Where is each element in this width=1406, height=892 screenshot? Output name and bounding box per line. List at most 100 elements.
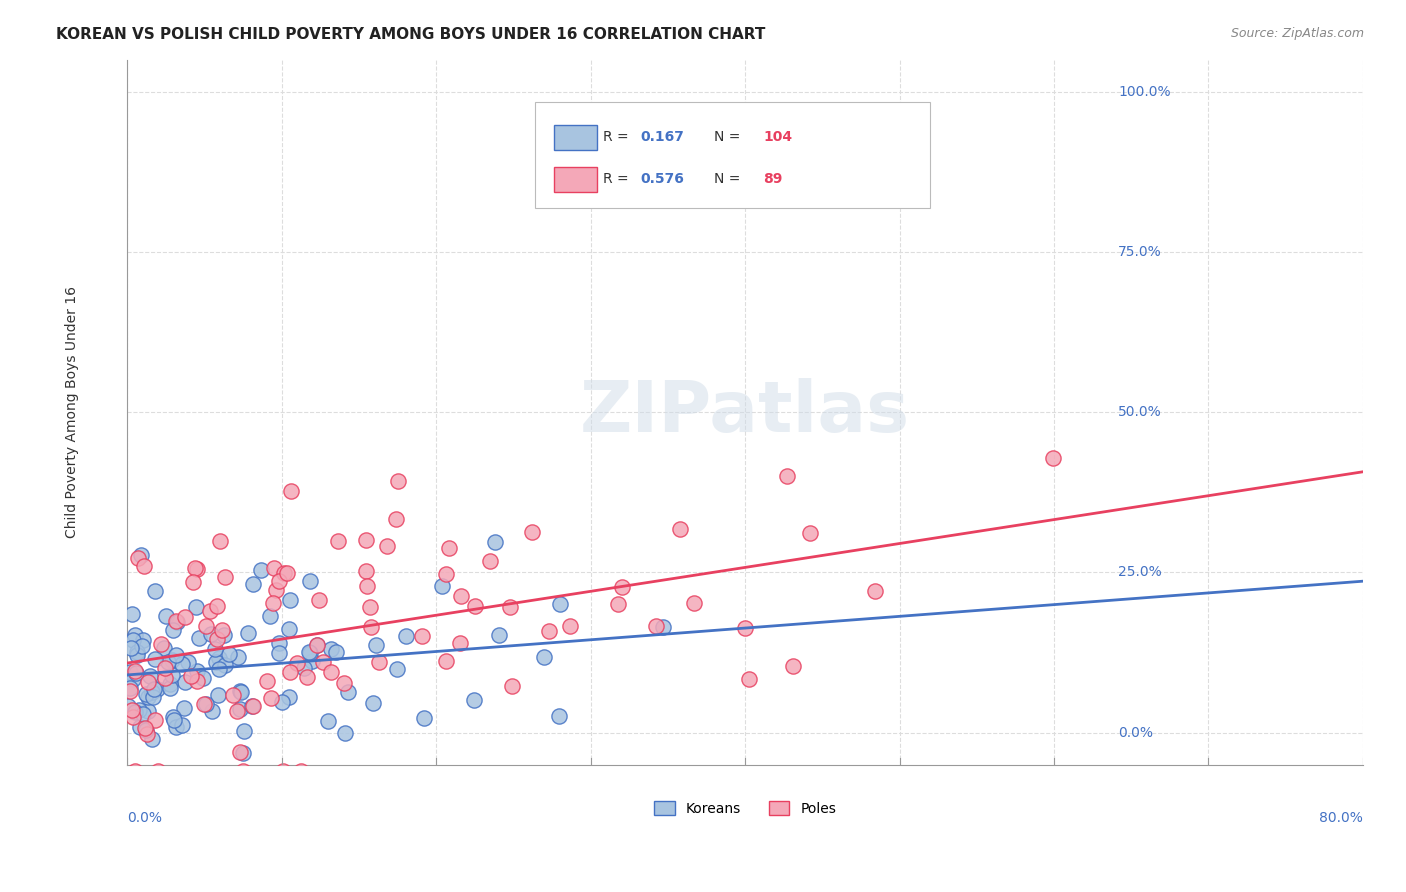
Point: [734, 621, 756, 635]
Point: [117, 699, 139, 714]
Text: 0.0%: 0.0%: [128, 811, 162, 825]
Point: [153, 640, 176, 655]
Point: [118, 665, 141, 679]
Point: [738, 672, 761, 686]
Point: [356, 533, 378, 548]
Point: [262, 596, 284, 610]
Point: [411, 629, 433, 643]
Point: [280, 484, 302, 499]
Point: [276, 566, 298, 581]
Point: [312, 655, 335, 669]
Point: [121, 704, 143, 718]
Point: [269, 636, 291, 650]
Point: [273, 566, 295, 581]
Point: [141, 685, 163, 699]
Point: [222, 688, 245, 702]
Point: [479, 554, 502, 568]
Point: [321, 642, 343, 657]
Text: 50.0%: 50.0%: [1118, 405, 1161, 419]
Point: [135, 723, 157, 737]
Point: [290, 764, 312, 778]
Point: [186, 600, 208, 615]
Point: [165, 614, 187, 628]
Point: [143, 681, 166, 696]
Point: [226, 650, 249, 665]
Point: [533, 649, 555, 664]
Point: [463, 693, 485, 707]
Point: [141, 690, 163, 704]
Point: [136, 690, 159, 704]
Point: [610, 580, 633, 594]
Point: [668, 522, 690, 536]
Point: [229, 702, 252, 716]
Text: 89: 89: [763, 172, 783, 186]
Point: [412, 711, 434, 725]
Point: [211, 624, 233, 638]
Point: [437, 541, 460, 555]
Point: [208, 662, 231, 676]
Point: [155, 660, 177, 674]
Text: 100.0%: 100.0%: [1118, 85, 1171, 99]
Point: [146, 764, 169, 779]
Point: [232, 764, 254, 779]
Point: [136, 704, 159, 718]
Point: [214, 658, 236, 673]
Point: [242, 698, 264, 713]
Point: [326, 533, 349, 548]
FancyBboxPatch shape: [536, 102, 931, 208]
Point: [153, 671, 176, 685]
Point: [157, 655, 180, 669]
Point: [295, 670, 318, 684]
FancyBboxPatch shape: [554, 167, 596, 192]
Point: [205, 656, 228, 670]
Point: [136, 727, 159, 741]
Point: [260, 691, 283, 706]
Point: [364, 638, 387, 652]
Point: [499, 599, 522, 614]
Point: [121, 607, 143, 621]
Point: [159, 676, 181, 690]
Text: 0.576: 0.576: [640, 172, 683, 186]
Point: [201, 704, 224, 718]
Point: [298, 574, 321, 589]
Point: [463, 599, 485, 613]
Text: 75.0%: 75.0%: [1118, 245, 1161, 259]
Text: KOREAN VS POLISH CHILD POVERTY AMONG BOYS UNDER 16 CORRELATION CHART: KOREAN VS POLISH CHILD POVERTY AMONG BOY…: [56, 27, 766, 42]
Point: [360, 620, 382, 634]
Point: [308, 593, 330, 607]
Point: [122, 672, 145, 686]
Point: [387, 474, 409, 488]
Point: [132, 633, 155, 648]
Point: [316, 714, 339, 728]
Point: [180, 669, 202, 683]
Text: 0.167: 0.167: [640, 130, 683, 145]
Point: [333, 676, 356, 690]
Point: [186, 561, 208, 575]
Point: [208, 651, 231, 665]
Point: [335, 725, 357, 739]
Point: [191, 671, 214, 685]
Point: [174, 610, 197, 624]
Point: [501, 679, 523, 693]
Point: [125, 645, 148, 659]
Point: [236, 626, 259, 640]
Point: [181, 575, 204, 590]
Point: [120, 684, 142, 698]
Point: [173, 701, 195, 715]
Point: [166, 615, 188, 629]
Point: [124, 764, 146, 779]
Point: [170, 657, 193, 672]
Point: [267, 646, 290, 660]
Point: [229, 684, 252, 698]
Point: [177, 655, 200, 669]
Point: [134, 721, 156, 735]
Point: [207, 688, 229, 702]
Point: [218, 647, 240, 661]
Point: [225, 704, 247, 718]
Point: [299, 646, 322, 660]
Point: [145, 681, 167, 696]
Point: [129, 720, 152, 734]
Point: [141, 732, 163, 747]
Point: [292, 661, 315, 675]
Point: [434, 566, 457, 581]
